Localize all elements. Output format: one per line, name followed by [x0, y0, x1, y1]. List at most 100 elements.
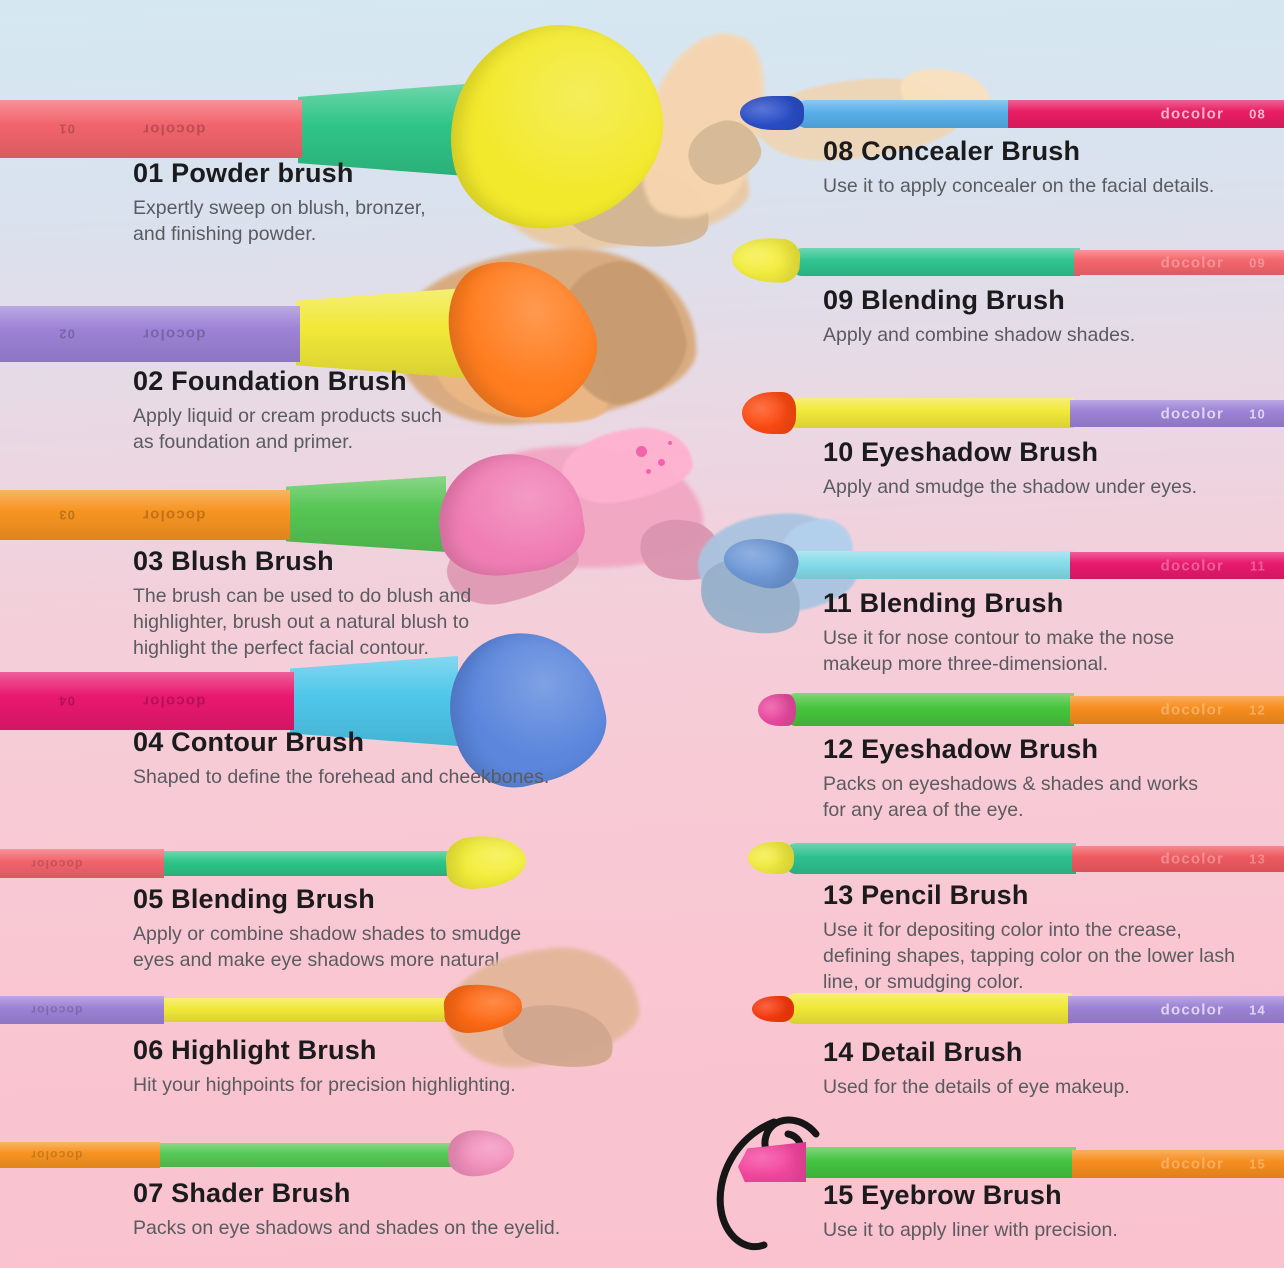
brush-handle: docolor 10: [1070, 400, 1284, 427]
brush-caption: 04 Contour Brush Shaped to define the for…: [133, 727, 693, 791]
brush-shaft: [790, 551, 1074, 579]
brush-shaft: [792, 248, 1080, 276]
brush-handle: docolor: [0, 1142, 160, 1168]
brush-description: Use it to apply liner with precision.: [823, 1219, 1118, 1241]
brush-tip: [742, 392, 796, 434]
brush-description: Apply and smudge the shadow under eyes.: [823, 476, 1197, 498]
brush-handle: docolor 02: [0, 306, 300, 362]
brand-mark: docolor: [142, 692, 206, 710]
brush-tip: [730, 236, 802, 284]
brush-handle: docolor 13: [1072, 846, 1284, 872]
brush-handle: docolor: [0, 996, 164, 1024]
brand-mark: docolor: [1160, 850, 1224, 868]
brush-caption: 06 Highlight Brush Hit your highpoints fo…: [133, 1035, 693, 1099]
brush-tip: [748, 842, 794, 874]
brush-caption: 03 Blush Brush The brush can be used to d…: [133, 546, 509, 662]
brush-title: 07 Shader Brush: [133, 1178, 351, 1208]
handle-number: 04: [58, 693, 75, 709]
brush-title: 03 Blush Brush: [133, 546, 334, 576]
brand-mark: docolor: [1160, 105, 1224, 123]
brush-handle: docolor 14: [1068, 996, 1284, 1023]
brush-description: The brush can be used to do blush and hi…: [133, 585, 472, 659]
brush-caption: 08 Concealer Brush Use it to apply concea…: [823, 136, 1284, 200]
brush-title: 09 Blending Brush: [823, 285, 1065, 315]
handle-number: 02: [58, 326, 75, 342]
brand-mark: docolor: [142, 120, 206, 138]
brush-caption: 13 Pencil Brush Use it for depositing col…: [823, 880, 1243, 996]
brush-description: Apply liquid or cream products such as f…: [133, 405, 442, 453]
brand-mark: docolor: [30, 1148, 83, 1162]
handle-number: 15: [1249, 1156, 1266, 1172]
brush-ferrule: [298, 84, 466, 176]
brush-handle: docolor 01: [0, 100, 302, 158]
handle-number: 12: [1249, 702, 1266, 718]
pink-splatter-dot: [668, 441, 672, 445]
brand-mark: docolor: [1160, 1155, 1224, 1173]
brand-mark: docolor: [1160, 1001, 1224, 1018]
brush-description: Shaped to define the forehead and cheekb…: [133, 766, 550, 788]
brand-mark: docolor: [1160, 557, 1224, 574]
brush-description: Use it to apply concealer on the facial …: [823, 175, 1215, 197]
handle-number: 09: [1249, 255, 1266, 270]
brush-title: 01 Powder brush: [133, 158, 354, 188]
brush-title: 06 Highlight Brush: [133, 1035, 377, 1065]
brush-shaft: [798, 1147, 1076, 1178]
brush-description: Used for the details of eye makeup.: [823, 1076, 1130, 1098]
brush-shaft: [786, 993, 1072, 1024]
brush-handle: docolor: [0, 849, 164, 878]
brush-title: 14 Detail Brush: [823, 1037, 1023, 1067]
brush-tip: [758, 694, 796, 726]
brush-shaft: [156, 1143, 462, 1167]
brush-title: 08 Concealer Brush: [823, 136, 1081, 166]
brush-caption: 15 Eyebrow Brush Use it to apply liner wi…: [823, 1180, 1284, 1244]
brand-mark: docolor: [1160, 405, 1224, 422]
pink-splatter-dot: [646, 469, 651, 474]
brush-tip: [444, 833, 528, 891]
brush-description: Use it for depositing color into the cre…: [823, 919, 1235, 993]
brush-caption: 02 Foundation Brush Apply liquid or cream…: [133, 366, 443, 456]
brush-shaft: [786, 693, 1074, 726]
handle-number: 01: [58, 121, 75, 137]
brush-title: 12 Eyeshadow Brush: [823, 734, 1099, 764]
pink-splatter-dot: [636, 446, 647, 457]
brush-ferrule: [290, 656, 458, 746]
brush-caption: 11 Blending Brush Use it for nose contour…: [823, 588, 1217, 678]
brush-description: Expertly sweep on blush, bronzer, and fi…: [133, 197, 426, 245]
brush-ferrule: [296, 288, 466, 378]
brush-caption: 10 Eyeshadow Brush Apply and smudge the s…: [823, 437, 1284, 501]
brush-description: Apply and combine shadow shades.: [823, 324, 1136, 346]
brush-shaft: [796, 100, 1014, 128]
brush-shaft: [788, 398, 1074, 428]
brand-mark: docolor: [142, 325, 206, 343]
brush-caption: 01 Powder brush Expertly sweep on blush, …: [133, 158, 463, 248]
brush-caption: 07 Shader Brush Packs on eye shadows and …: [133, 1178, 693, 1242]
handle-number: 13: [1249, 851, 1266, 867]
brand-mark: docolor: [1160, 701, 1224, 719]
brush-title: 13 Pencil Brush: [823, 880, 1029, 910]
pink-splatter-dot: [658, 459, 665, 466]
brush-handle: docolor 04: [0, 672, 294, 730]
brand-mark: docolor: [30, 1003, 83, 1017]
eyeliner-stroke: [688, 1112, 838, 1262]
brush-handle: docolor 08: [1008, 100, 1284, 128]
brand-mark: docolor: [30, 856, 83, 871]
brush-handle: docolor 11: [1070, 552, 1284, 579]
brush-description: Use it for nose contour to make the nose…: [823, 627, 1175, 675]
brush-handle: docolor 12: [1070, 696, 1284, 724]
brush-shaft: [160, 851, 460, 876]
brush-handle: docolor 09: [1074, 250, 1284, 275]
brush-caption: 09 Blending Brush Apply and combine shado…: [823, 285, 1284, 349]
brush-caption: 05 Blending Brush Apply or combine shadow…: [133, 884, 537, 974]
handle-number: 08: [1249, 106, 1266, 122]
brush-description: Packs on eye shadows and shades on the e…: [133, 1217, 561, 1239]
brush-tip: [740, 96, 804, 130]
brush-shaft: [786, 843, 1076, 874]
brand-mark: docolor: [142, 506, 206, 524]
brush-caption: 14 Detail Brush Used for the details of e…: [823, 1037, 1284, 1101]
brand-mark: docolor: [1160, 254, 1224, 271]
handle-number: 10: [1249, 406, 1266, 421]
brush-title: 10 Eyeshadow Brush: [823, 437, 1099, 467]
handle-number: 11: [1249, 558, 1266, 573]
brush-tip: [738, 1142, 806, 1182]
